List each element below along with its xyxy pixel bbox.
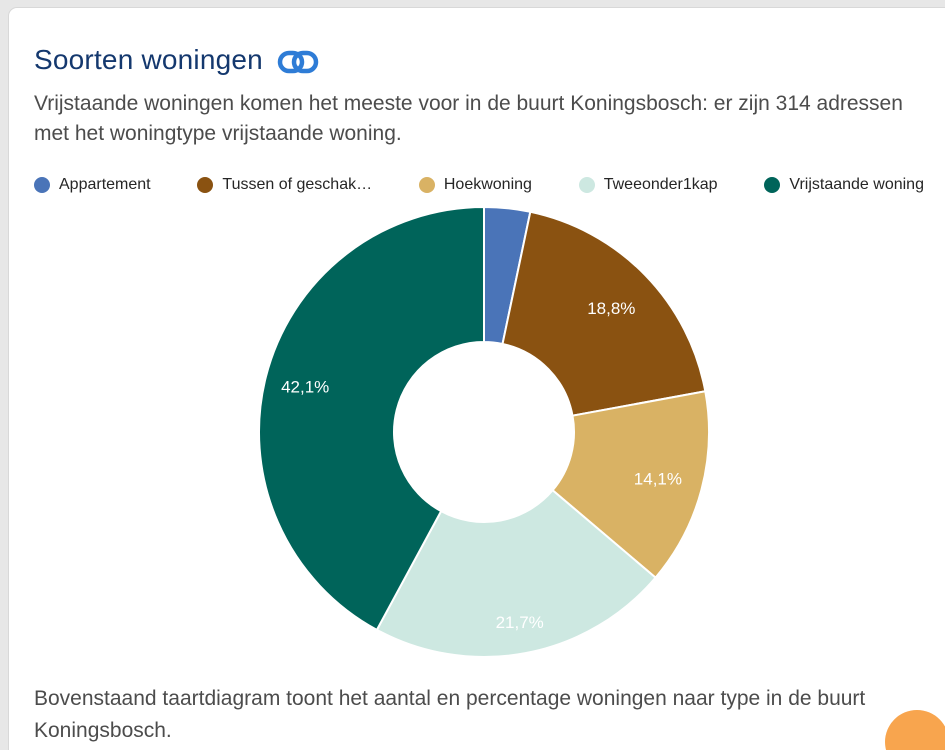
legend-item[interactable]: Tweeonder1kap — [578, 176, 718, 194]
card-header: Soorten woningen — [34, 44, 319, 76]
legend-item[interactable]: Tussen of geschak… — [197, 176, 372, 194]
page-title: Soorten woningen — [34, 44, 263, 75]
slice-percentage-label: 21,7% — [496, 613, 544, 632]
legend-label: Vrijstaande woning — [789, 176, 924, 193]
legend-label: Hoekwoning — [443, 176, 532, 193]
legend-label: Tussen of geschak… — [222, 176, 373, 193]
legend-swatch — [34, 177, 50, 193]
intro-text: Vrijstaande woningen komen het meeste vo… — [34, 92, 903, 145]
link-chain-icon[interactable] — [277, 48, 319, 76]
legend-label: Appartement — [59, 176, 151, 193]
pie-slice[interactable] — [501, 210, 707, 417]
legend-swatch — [197, 177, 214, 193]
legend-item[interactable]: Appartement — [34, 176, 151, 194]
legend-swatch — [578, 177, 595, 193]
chart-legend: Appartement Tussen of geschak… Hoekwoning T… — [34, 176, 924, 194]
legend-label: Tweeonder1kap — [603, 176, 718, 193]
legend-item[interactable]: Hoekwoning — [418, 176, 532, 194]
pie-slice[interactable] — [375, 488, 657, 658]
legend-swatch — [418, 177, 435, 193]
legend-item[interactable]: Vrijstaande woning — [764, 176, 924, 194]
pie-slice[interactable] — [258, 205, 485, 632]
footer-text: Bovenstaand taartdiagram toont het aanta… — [34, 687, 866, 742]
pie-slice[interactable] — [551, 390, 710, 579]
slice-percentage-label: 14,1% — [634, 469, 682, 488]
legend-swatch — [764, 177, 781, 193]
donut-chart-svg: 18,8% 14,1% 21,7% 42,1% — [258, 205, 710, 658]
slice-percentage-label: 18,8% — [587, 299, 635, 318]
slice-percentage-label: 42,1% — [281, 378, 329, 397]
chart-card: Soorten woningen Vrijstaande woningen ko… — [8, 7, 945, 750]
donut-chart: 18,8% 14,1% 21,7% 42,1% — [254, 202, 714, 662]
